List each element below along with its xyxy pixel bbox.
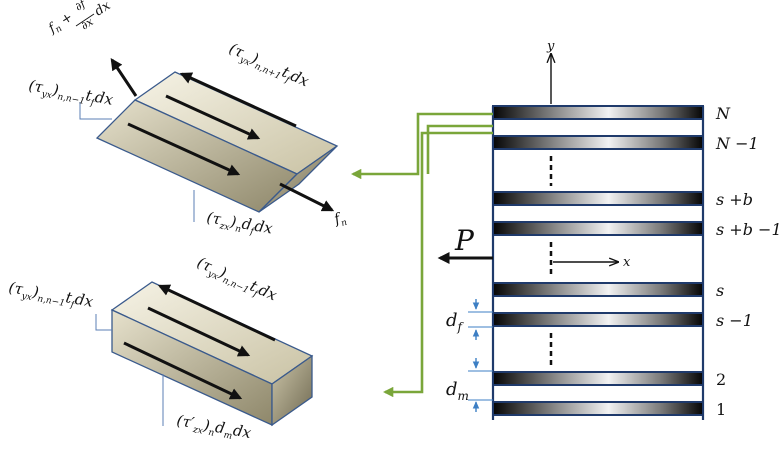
layer-n — [492, 105, 704, 120]
dm-label: dm — [446, 379, 469, 403]
upper-axial-arrow-front — [279, 182, 335, 212]
lower-zx-shear-label: (τ′zx)ndmdx — [175, 411, 253, 445]
layer-label-1: 1 — [716, 400, 726, 419]
layer-label-2: 2 — [716, 370, 726, 389]
layer-s-minus-1 — [492, 312, 704, 327]
lower-element: (τyx)n,n−1tfdx (τyx)n,n−1tfdx (τ′zx)ndmd… — [7, 253, 314, 445]
load-label: P — [454, 224, 475, 257]
upper-element: fn + ∂f ∂x dx fn (τyx)n,n+1tfdx (τyx)n,n… — [27, 0, 348, 240]
upper-side-shear-label: (τyx)n,n−1tfdx — [27, 76, 115, 112]
leader-branch-upper — [426, 124, 493, 174]
layer-s-plus-b-minus-1 — [492, 221, 704, 236]
upper-zx-shear-label: (τzx)ndfdx — [205, 208, 275, 240]
upper-axial-plus-dx: dx — [92, 0, 114, 19]
upper-axial-plus-denominator: ∂x — [79, 15, 97, 33]
layer-labels: N N −1 s +b s +b −1 s s −1 2 1 — [715, 104, 780, 419]
coordinate-axes: y x — [546, 39, 631, 270]
load-p: P — [437, 224, 493, 264]
layer-2 — [492, 371, 704, 386]
layer-label-s-plus-b-minus-1: s +b −1 — [716, 220, 780, 239]
upper-axial-label: fn — [331, 209, 348, 231]
lower-side-shear-label: (τyx)n,n−1tfdx — [7, 278, 95, 314]
y-axis-label: y — [546, 39, 555, 54]
leader-to-lower-element — [382, 131, 493, 398]
upper-top-shear-arrow — [179, 72, 297, 128]
upper-axial-plus-numerator: ∂f — [73, 0, 90, 14]
upper-axial-plus-label: fn + — [45, 10, 77, 39]
layer-label-s: s — [716, 281, 724, 300]
lower-top-shear-label: (τyx)n,n−1tfdx — [193, 253, 280, 307]
dimension-df: df — [446, 299, 493, 340]
lower-top-shear-arrow — [157, 284, 276, 342]
x-axis-label: x — [623, 255, 631, 270]
layer-label-n-minus-1: N −1 — [715, 134, 759, 153]
lower-element-end-face — [271, 354, 313, 427]
upper-top-shear-label: (τyx)n,n+1tfdx — [225, 39, 312, 93]
layer-label-s-plus-b: s +b — [716, 190, 753, 209]
leader-to-upper-element — [350, 112, 493, 180]
layer-1 — [492, 401, 704, 416]
lower-front-face-arrow — [123, 341, 243, 400]
layer-label-s-minus-1: s −1 — [716, 311, 753, 330]
layer-label-n: N — [715, 104, 731, 123]
layer-s-plus-b — [492, 191, 704, 206]
df-label: df — [446, 310, 465, 334]
upper-top-face-arrow — [165, 94, 261, 140]
upper-element-end-face — [258, 145, 338, 213]
laminate-stack — [491, 105, 705, 420]
upper-axial-fraction-bar — [75, 13, 95, 27]
lower-top-face-arrow — [147, 306, 251, 357]
upper-axial-arrow-back — [110, 58, 138, 97]
upper-side-shear-leader — [79, 102, 112, 120]
leader-lines — [350, 112, 493, 398]
dimension-dm: dm — [446, 358, 493, 412]
lower-side-shear-leader — [95, 314, 112, 331]
layer-s — [492, 282, 704, 297]
layer-n-minus-1 — [492, 135, 704, 150]
upper-front-face-arrow — [127, 122, 241, 176]
